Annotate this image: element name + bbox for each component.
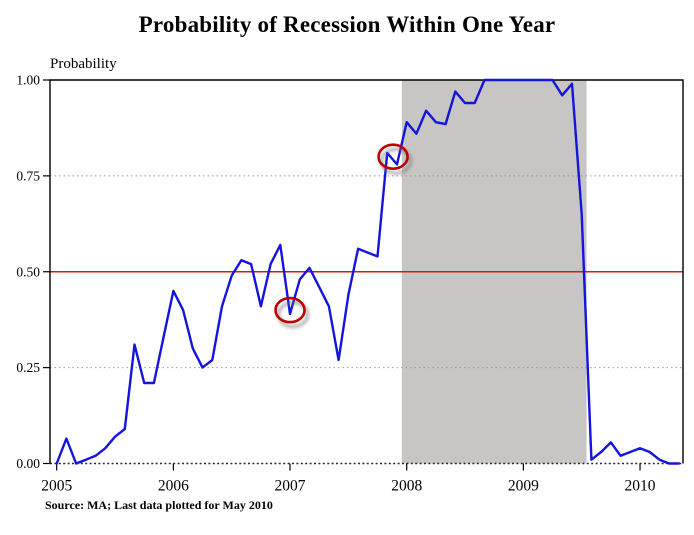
chart-title: Probability of Recession Within One Year (138, 12, 556, 37)
source-note: Source: MA; Last data plotted for May 20… (45, 498, 273, 512)
x-tick-label: 2009 (508, 478, 539, 495)
y-axis-title: Probability (50, 56, 117, 72)
highlight-circle (377, 143, 409, 170)
x-tick-label: 2008 (391, 478, 422, 495)
highlight-circle (274, 296, 306, 324)
y-tick-label: 0.25 (16, 360, 40, 375)
y-tick-label: 0.00 (16, 456, 40, 471)
probability-line (55, 78, 681, 465)
y-tick-label: 0.75 (16, 168, 40, 183)
y-tick-label: 0.50 (16, 264, 40, 279)
x-tick-label: 2006 (158, 478, 189, 495)
highlight-circle-shadow (276, 301, 310, 329)
x-tick-label: 2005 (41, 478, 72, 495)
x-tick-label: 2007 (275, 478, 306, 495)
highlight-circle-shadow (379, 147, 413, 175)
x-tick-label: 2010 (625, 478, 656, 495)
y-tick-label: 1.00 (16, 73, 40, 88)
